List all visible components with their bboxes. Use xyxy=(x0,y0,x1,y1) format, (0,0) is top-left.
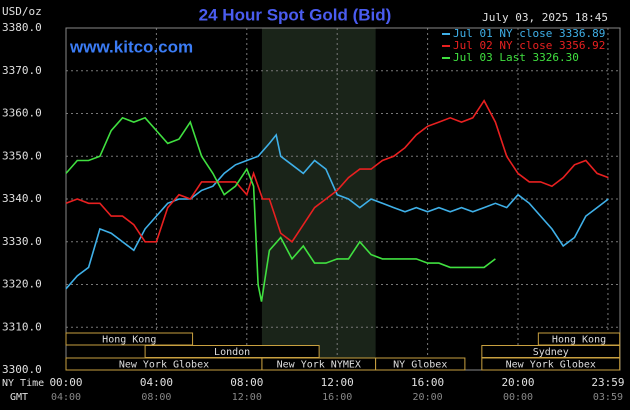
y-tick-label: 3370.0 xyxy=(2,64,42,77)
legend-label: Jul 01 NY close 3336.89 xyxy=(453,27,605,40)
y-tick-label: 3320.0 xyxy=(2,278,42,291)
session-box xyxy=(375,357,466,371)
session-label: Hong Kong xyxy=(102,335,156,346)
x-tick-label: 00:00 xyxy=(49,376,82,389)
y-tick-label: 3340.0 xyxy=(2,192,42,205)
watermark: www.kitco.com xyxy=(69,37,193,56)
y-tick-label: 3310.0 xyxy=(2,320,42,333)
series-line xyxy=(65,133,609,290)
x-row-label: GMT xyxy=(10,392,28,403)
session-label: New York NYMEX xyxy=(277,360,361,371)
legend-label: Jul 02 NY close 3356.92 xyxy=(453,39,605,52)
y-tick-label: 3350.0 xyxy=(2,149,42,162)
gmt-tick-label: 03:59 xyxy=(593,392,623,403)
gmt-tick-label: 04:00 xyxy=(51,392,81,403)
y-unit: USD/oz xyxy=(2,5,42,18)
y-tick-label: 3300.0 xyxy=(2,363,42,376)
gmt-tick-label: 20:00 xyxy=(413,392,443,403)
y-tick-label: 3380.0 xyxy=(2,21,42,34)
session-box xyxy=(481,357,621,371)
session-label: NY Globex xyxy=(393,360,447,371)
series-line xyxy=(65,99,609,243)
session-label: Hong Kong xyxy=(552,335,606,346)
x-tick-label: 23:59 xyxy=(591,376,624,389)
session-label: New York Globex xyxy=(119,360,209,371)
x-tick-label: 16:00 xyxy=(411,376,444,389)
x-tick-label: 04:00 xyxy=(140,376,173,389)
timestamp: July 03, 2025 18:45 xyxy=(482,11,608,24)
series-line xyxy=(65,116,496,302)
y-tick-label: 3330.0 xyxy=(2,235,42,248)
legend-label: Jul 03 Last 3326.30 xyxy=(453,51,579,64)
x-tick-label: 12:00 xyxy=(321,376,354,389)
highlight-band xyxy=(261,28,376,370)
chart-title: 24 Hour Spot Gold (Bid) xyxy=(199,5,392,24)
x-tick-label: 20:00 xyxy=(501,376,534,389)
session-label: Sydney xyxy=(533,347,569,358)
session-box xyxy=(65,332,194,346)
gmt-tick-label: 12:00 xyxy=(232,392,262,403)
gmt-tick-label: 16:00 xyxy=(322,392,352,403)
x-tick-label: 08:00 xyxy=(230,376,263,389)
gmt-tick-label: 00:00 xyxy=(503,392,533,403)
y-tick-label: 3360.0 xyxy=(2,107,42,120)
x-row-label: NY Time xyxy=(2,378,44,389)
gmt-tick-label: 08:00 xyxy=(141,392,171,403)
session-label: New York Globex xyxy=(506,360,596,371)
session-label: London xyxy=(214,347,250,358)
